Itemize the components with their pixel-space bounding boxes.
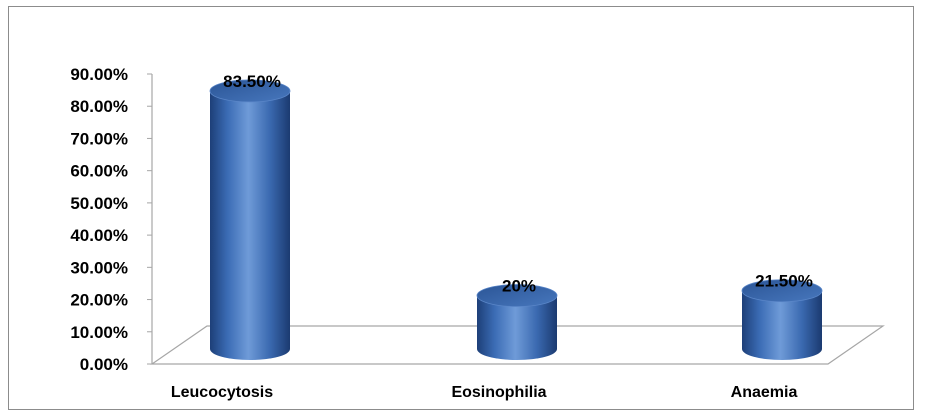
y-tick-label: 60.00%	[70, 162, 128, 181]
data-label: 83.50%	[223, 72, 281, 91]
bar-body	[477, 295, 557, 360]
bar-top	[476, 284, 558, 307]
bar-body	[210, 90, 290, 360]
bar-top	[741, 279, 823, 303]
y-axis: 0.00% 10.00% 20.00% 30.00% 40.00% 50.00% 60.00…	[70, 65, 153, 374]
y-tick-label: 70.00%	[70, 129, 128, 148]
y-tick-label: 90.00%	[70, 65, 128, 84]
y-tick-label: 80.00%	[70, 97, 128, 116]
y-tick-label: 10.00%	[70, 323, 128, 342]
bar-top	[209, 79, 291, 103]
bar: 20%	[476, 277, 558, 360]
y-tick-label: 50.00%	[70, 194, 128, 213]
bars: 83.50% 20% 21.50%	[209, 72, 823, 360]
y-tick-label: 20.00%	[70, 291, 128, 310]
y-tick-label: 40.00%	[70, 226, 128, 245]
x-axis: Leucocytosis Eosinophilia Anaemia	[171, 384, 798, 401]
bar: 21.50%	[741, 272, 823, 360]
data-label: 21.50%	[755, 272, 813, 291]
bar: 83.50%	[209, 72, 291, 360]
data-label: 20%	[502, 277, 536, 296]
bar-body	[742, 290, 822, 360]
x-category-label: Eosinophilia	[451, 384, 546, 401]
y-tick-label: 30.00%	[70, 258, 128, 277]
y-tick-label: 0.00%	[80, 355, 128, 374]
x-category-label: Anaemia	[731, 384, 798, 401]
x-category-label: Leucocytosis	[171, 384, 273, 401]
